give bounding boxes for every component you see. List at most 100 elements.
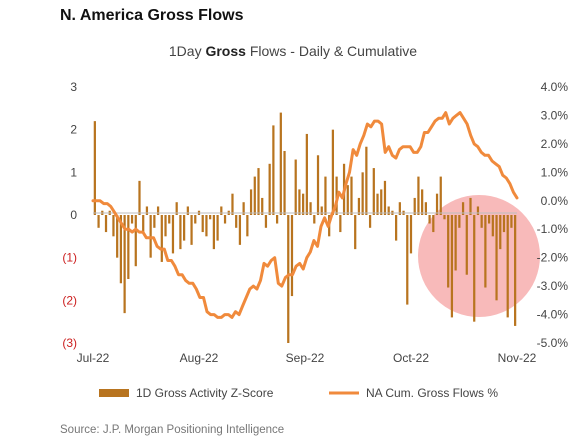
bar [153,215,156,228]
bar [313,215,316,224]
bar [179,215,182,250]
bar [190,215,193,245]
right-tick-label: 4.0% [541,80,569,94]
bar [127,215,130,279]
left-tick-label: (3) [62,336,77,350]
left-tick-label: 1 [70,165,77,179]
bar [443,215,446,220]
bar [235,215,238,228]
bar [209,215,212,220]
bar [357,197,361,215]
bar [439,176,442,215]
bar [487,215,491,224]
bar [268,163,271,215]
right-tick-label: 2.0% [541,137,569,151]
chart-subtitle: 1Day Gross Flows - Daily & Cumulative [0,43,586,59]
bar [480,215,483,228]
bar [112,215,115,237]
bar [428,215,431,224]
right-tick-label: -4.0% [537,308,569,322]
bar [249,189,253,215]
bar [331,129,335,215]
bar [372,168,375,215]
bar [298,189,301,215]
bar [435,193,439,215]
bar [450,215,454,318]
right-tick-label: 1.0% [541,165,569,179]
right-tick-label: -3.0% [537,279,569,293]
bar [413,197,416,215]
bar [514,215,517,326]
subtitle-part-3: Flows - Daily & Cumulative [245,43,418,59]
bar [383,180,387,215]
left-axis-ticks: 3 2 1 0 (1) (2) (3) [62,80,77,350]
bar [283,151,286,215]
cumulative-line [91,111,519,319]
bar [142,215,145,233]
left-tick-label: 0 [70,208,77,222]
bar [246,215,249,237]
right-tick-label: -1.0% [537,222,569,236]
x-tick-label: Oct-22 [393,351,429,365]
bar [398,202,401,215]
bar [484,215,487,288]
bar [290,215,294,297]
bar [104,215,108,233]
bar [186,206,189,215]
bar [316,155,320,215]
bar [138,180,141,215]
bar [201,215,204,233]
x-tick-label: Sep-22 [286,351,325,365]
bar [264,215,268,228]
bar [275,215,279,224]
bar [164,215,167,237]
bar [231,193,234,215]
bar [116,215,119,258]
bar [406,215,409,305]
bar [454,215,457,271]
legend: 1D Gross Activity Z-Score NA Cum. Gross … [99,386,498,400]
bar [409,215,413,254]
bar [242,202,245,215]
bar [253,176,256,215]
bar [238,215,242,245]
bar [175,202,178,215]
subtitle-part-2: Gross [205,43,246,59]
bar [123,215,126,314]
bar [302,193,305,215]
bar [97,215,100,228]
bar [130,215,134,224]
bar [350,176,353,215]
bar [432,215,435,233]
x-tick-label: Nov-22 [498,351,537,365]
bar [354,215,357,250]
bar [272,125,275,215]
page-title: N. America Gross Flows [60,7,244,24]
legend-bar-label: 1D Gross Activity Z-Score [136,386,274,400]
bar [339,215,342,233]
bar [134,215,137,267]
bar [495,215,498,301]
bar [510,215,513,228]
bar [465,215,468,275]
bar [365,146,368,215]
bar [387,206,390,215]
bar [156,206,160,215]
bar [473,215,476,322]
left-tick-label: (1) [62,251,77,265]
left-tick-label: 2 [70,123,77,137]
right-tick-label: 0.0% [541,194,569,208]
left-tick-label: 3 [70,80,77,94]
bar [183,215,186,241]
legend-bar-swatch [99,389,129,397]
bar [476,206,480,215]
bar [194,215,197,224]
bar [145,206,149,215]
x-axis-ticks: Jul-22 Aug-22 Sep-22 Oct-22 Nov-22 [77,351,537,365]
bar [502,215,506,233]
bar [324,176,327,215]
bar [257,168,260,215]
bar-series [93,112,517,343]
bar [216,215,219,241]
